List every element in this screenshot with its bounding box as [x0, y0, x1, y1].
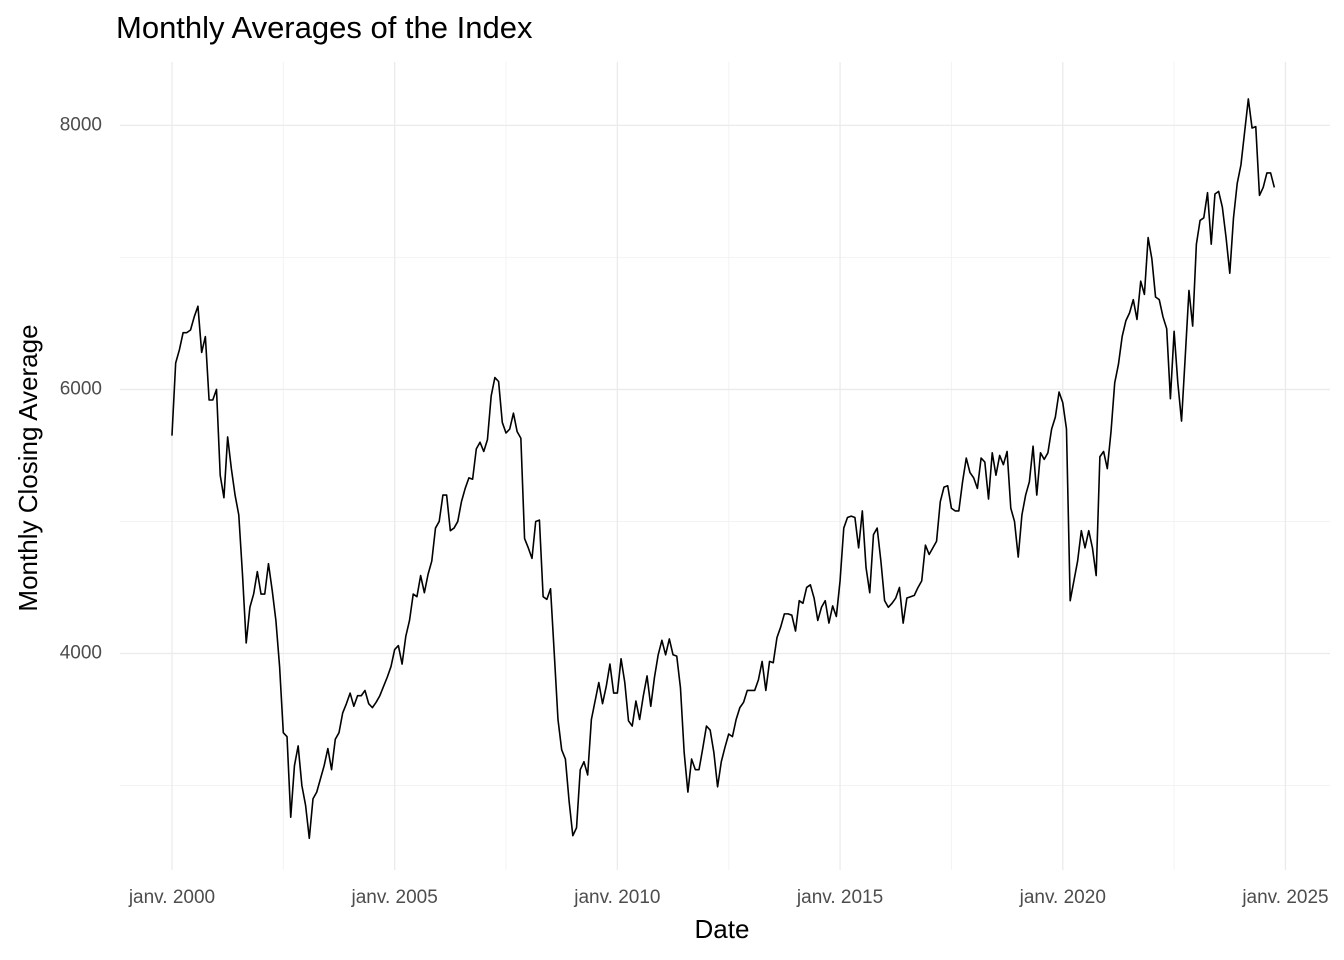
y-tick-label: 8000	[60, 114, 102, 135]
x-tick-label: janv. 2015	[796, 887, 883, 908]
x-tick-label: janv. 2010	[573, 887, 660, 908]
x-axis-title: Date	[695, 914, 750, 944]
x-tick-label: janv. 2020	[1019, 887, 1106, 908]
chart-title: Monthly Averages of the Index	[116, 10, 533, 45]
x-tick-label: janv. 2025	[1241, 887, 1328, 908]
x-tick-label: janv. 2000	[128, 887, 215, 908]
y-tick-label: 6000	[60, 378, 102, 399]
y-tick-label: 4000	[60, 642, 102, 663]
y-axis-title: Monthly Closing Average	[13, 324, 43, 611]
x-tick-label: janv. 2005	[351, 887, 438, 908]
line	[171, 98, 1276, 840]
